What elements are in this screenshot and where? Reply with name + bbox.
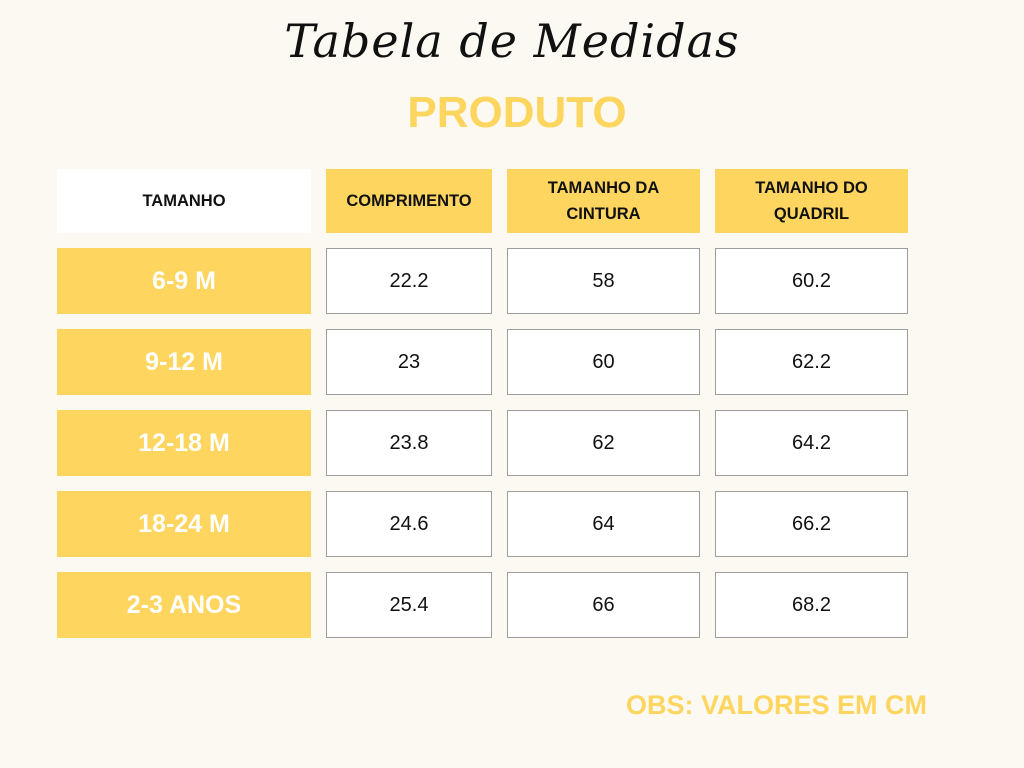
cell-cintura: 64 bbox=[507, 491, 700, 557]
cell-cintura: 58 bbox=[507, 248, 700, 314]
header-quadril: TAMANHO DO QUADRIL bbox=[715, 169, 908, 233]
cell-quadril: 66.2 bbox=[715, 491, 908, 557]
page-title: Tabela de Medidas bbox=[284, 14, 740, 68]
row-size: 12-18 M bbox=[57, 410, 311, 476]
cell-comprimento: 22.2 bbox=[326, 248, 492, 314]
cell-comprimento: 25.4 bbox=[326, 572, 492, 638]
row-size: 9-12 M bbox=[57, 329, 311, 395]
cell-cintura: 62 bbox=[507, 410, 700, 476]
header-tamanho: TAMANHO bbox=[57, 169, 311, 233]
row-size: 18-24 M bbox=[57, 491, 311, 557]
cell-quadril: 62.2 bbox=[715, 329, 908, 395]
cell-cintura: 60 bbox=[507, 329, 700, 395]
cell-cintura: 66 bbox=[507, 572, 700, 638]
cell-quadril: 60.2 bbox=[715, 248, 908, 314]
cell-quadril: 68.2 bbox=[715, 572, 908, 638]
cell-comprimento: 24.6 bbox=[326, 491, 492, 557]
cell-quadril: 64.2 bbox=[715, 410, 908, 476]
cell-comprimento: 23 bbox=[326, 329, 492, 395]
row-size: 2-3 ANOS bbox=[57, 572, 311, 638]
units-note: OBS: VALORES EM CM bbox=[626, 690, 928, 720]
cell-comprimento: 23.8 bbox=[326, 410, 492, 476]
header-cintura: TAMANHO DA CINTURA bbox=[507, 169, 700, 233]
header-comprimento: COMPRIMENTO bbox=[326, 169, 492, 233]
page-subtitle: PRODUTO bbox=[407, 88, 627, 137]
row-size: 6-9 M bbox=[57, 248, 311, 314]
